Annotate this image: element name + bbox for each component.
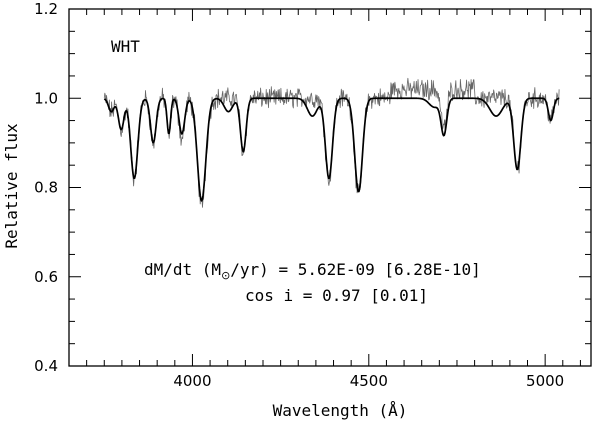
tick-labels: 4000 4500 5000 0.4 0.6 0.8 1.0 1.2 [34, 0, 564, 390]
y-axis-label: Relative flux [2, 123, 21, 249]
instrument-label: WHT [111, 37, 140, 56]
observed-spectrum-line [103, 77, 560, 208]
y-tick-label: 0.4 [34, 357, 58, 375]
y-tick-label: 0.8 [34, 179, 58, 197]
spectra [103, 77, 560, 208]
x-tick-label: 5000 [526, 372, 564, 390]
accretion-rate-annotation: dM/dt (M⊙/yr) = 5.62E-09 [6.28E-10] [144, 260, 481, 282]
x-tick-label: 4500 [350, 372, 388, 390]
accretion-rate-value: /yr) = 5.62E-09 [6.28E-10] [230, 260, 480, 279]
y-tick-label: 1.2 [34, 0, 58, 18]
sun-symbol: ⊙ [221, 269, 230, 282]
plot-frame [68, 8, 592, 367]
model-spectrum-line [103, 97, 560, 202]
accretion-rate-prefix: dM/dt (M [144, 260, 221, 279]
inclination-annotation: cos i = 0.97 [0.01] [245, 286, 428, 305]
y-tick-label: 0.6 [34, 268, 58, 286]
x-axis-label: Wavelength (Å) [273, 401, 408, 420]
x-tick-label: 4000 [173, 372, 211, 390]
y-tick-label: 1.0 [34, 89, 58, 107]
axis-ticks [68, 8, 591, 367]
